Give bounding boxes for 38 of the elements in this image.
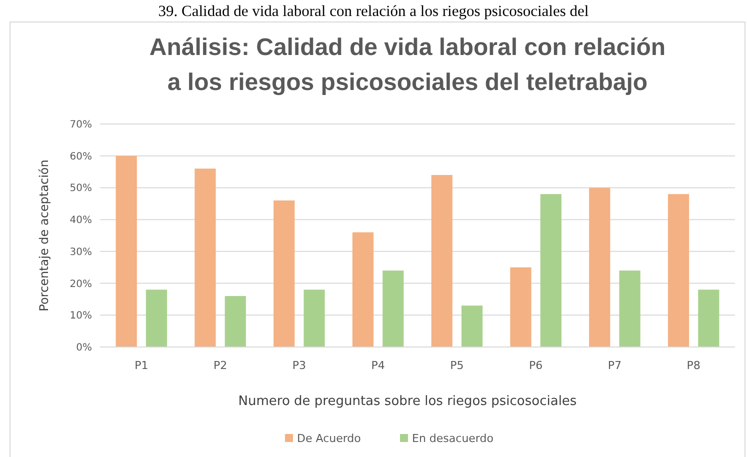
bar: [589, 188, 610, 347]
bar: [146, 290, 168, 347]
chart-title: Análisis: Calidad de vida laboral con relación a los riesgos psicosociales del teletrabajo: [149, 34, 666, 96]
text: 39. Calidad de vida laboral con relación a los riegos psicosociales del: [158, 3, 589, 20]
bar: [224, 296, 246, 347]
bar: [382, 270, 404, 347]
bar: [698, 290, 720, 347]
legend-label: De Acuerdo: [297, 432, 362, 445]
x-axis-title: Numero de preguntas sobre los riegos psicosociales: [238, 394, 577, 409]
y-tick-label: 10%: [70, 310, 92, 322]
y-tick-label: 30%: [70, 246, 92, 258]
x-tick-label: P7: [608, 359, 622, 372]
bar: [304, 290, 325, 347]
bar: [461, 306, 483, 347]
y-tick-label: 60%: [70, 151, 92, 162]
bar: [352, 232, 374, 347]
y-tick-label: 70%: [70, 120, 92, 130]
bar: [116, 156, 137, 347]
bar: [194, 168, 216, 347]
legend-label: En desacuerdo: [412, 432, 494, 445]
x-tick-label: P6: [529, 359, 543, 372]
bar: [510, 267, 532, 347]
x-tick-label: P3: [292, 359, 306, 372]
y-axis-title: Porcentaje de aceptación: [37, 160, 51, 312]
bar: [540, 194, 562, 347]
x-tick-label: P4: [371, 359, 385, 372]
x-tick-label: P8: [686, 359, 700, 372]
x-tick-label: P5: [450, 359, 464, 372]
bar: [274, 200, 295, 347]
y-tick-label: 0%: [76, 342, 92, 354]
bar: [431, 174, 452, 347]
bar: [668, 194, 690, 347]
y-tick-label: 50%: [70, 183, 92, 194]
x-tick-label: P1: [134, 359, 148, 372]
y-tick-label: 40%: [70, 215, 92, 226]
bar: [619, 270, 640, 347]
y-tick-label: 20%: [70, 278, 92, 290]
x-tick-label: P2: [213, 359, 228, 372]
